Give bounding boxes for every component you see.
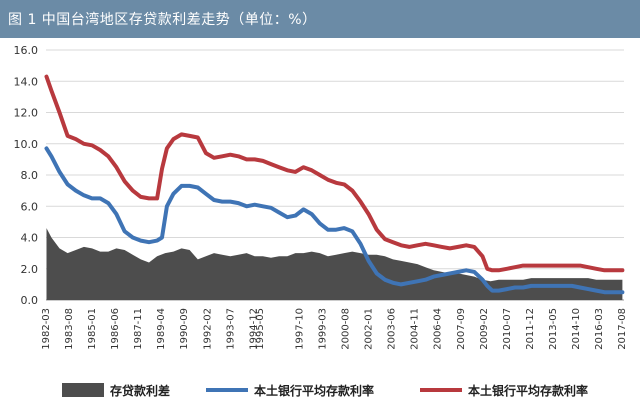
x-tick-label: 2010-07 <box>502 308 513 350</box>
x-tick-label: 2000-08 <box>341 308 352 350</box>
x-tick-label: 2009-02 <box>479 308 490 350</box>
x-tick-label: 1989-04 <box>156 308 167 350</box>
x-tick-label: 1982-03 <box>41 308 52 350</box>
series-line-2 <box>44 74 625 273</box>
y-tick-label: 16.0 <box>14 44 39 57</box>
chart-title: 图 1 中国台湾地区存贷款利差走势（单位：%） <box>8 12 317 28</box>
x-tick-label: 1997-10 <box>295 308 306 350</box>
y-tick-label: 2.0 <box>21 263 39 276</box>
y-tick-label: 8.0 <box>21 169 39 182</box>
x-tick-label: 2006-04 <box>433 308 444 350</box>
x-tick-label: 1995-05 <box>255 308 266 350</box>
line-chart: 0.0 2.0 4.0 6.0 8.0 10.0 12.0 14.0 16.0 1982-03 19… <box>14 44 629 398</box>
legend-label-1: 本土银行平均存款利率 <box>254 383 374 398</box>
x-tick-label: 2014-10 <box>571 308 582 350</box>
series-area-0 <box>46 228 623 300</box>
x-tick-label: 2016-03 <box>594 308 605 350</box>
x-tick-label: 2011-12 <box>525 308 536 350</box>
y-tick-label: 4.0 <box>21 232 39 245</box>
x-tick-label: 2013-05 <box>548 308 559 350</box>
y-tick-label: 14.0 <box>14 75 39 88</box>
chart-area: 0.0 2.0 4.0 6.0 8.0 10.0 12.0 14.0 16.0 1982-03 19… <box>0 38 640 416</box>
x-tick-label: 1987-11 <box>133 308 144 350</box>
x-tick-label: 1994-12 <box>248 308 259 350</box>
x-tick-label: 2017-08 <box>617 308 628 350</box>
x-tick-label: 2004-11 <box>410 308 421 350</box>
x-tick-label: 2007-09 <box>456 308 467 350</box>
x-tick-label: 2002-01 <box>364 308 375 350</box>
legend-swatch-0 <box>62 383 104 397</box>
legend-label-2: 本土银行平均存款利率 <box>468 383 588 398</box>
x-tick-label: 1990-09 <box>179 308 190 350</box>
x-tick-label: 1999-03 <box>318 308 329 350</box>
x-tick-label: 2003-06 <box>387 308 398 350</box>
legend-label-0: 存贷款利差 <box>109 383 170 398</box>
chart-title-bar: 图 1 中国台湾地区存贷款利差走势（单位：%） <box>0 0 640 38</box>
series-line-1 <box>44 146 625 295</box>
x-tick-label: 1993-07 <box>225 308 236 350</box>
x-tick-label: 1983-08 <box>64 308 75 350</box>
y-tick-label: 6.0 <box>21 200 39 213</box>
x-tick-label: 1992-02 <box>202 308 213 350</box>
x-tick-label: 1986-06 <box>110 308 121 350</box>
x-tick-label: 1985-01 <box>87 308 98 350</box>
y-tick-label: 0.0 <box>21 294 39 307</box>
y-tick-label: 10.0 <box>14 138 39 151</box>
y-tick-label: 12.0 <box>14 107 39 120</box>
